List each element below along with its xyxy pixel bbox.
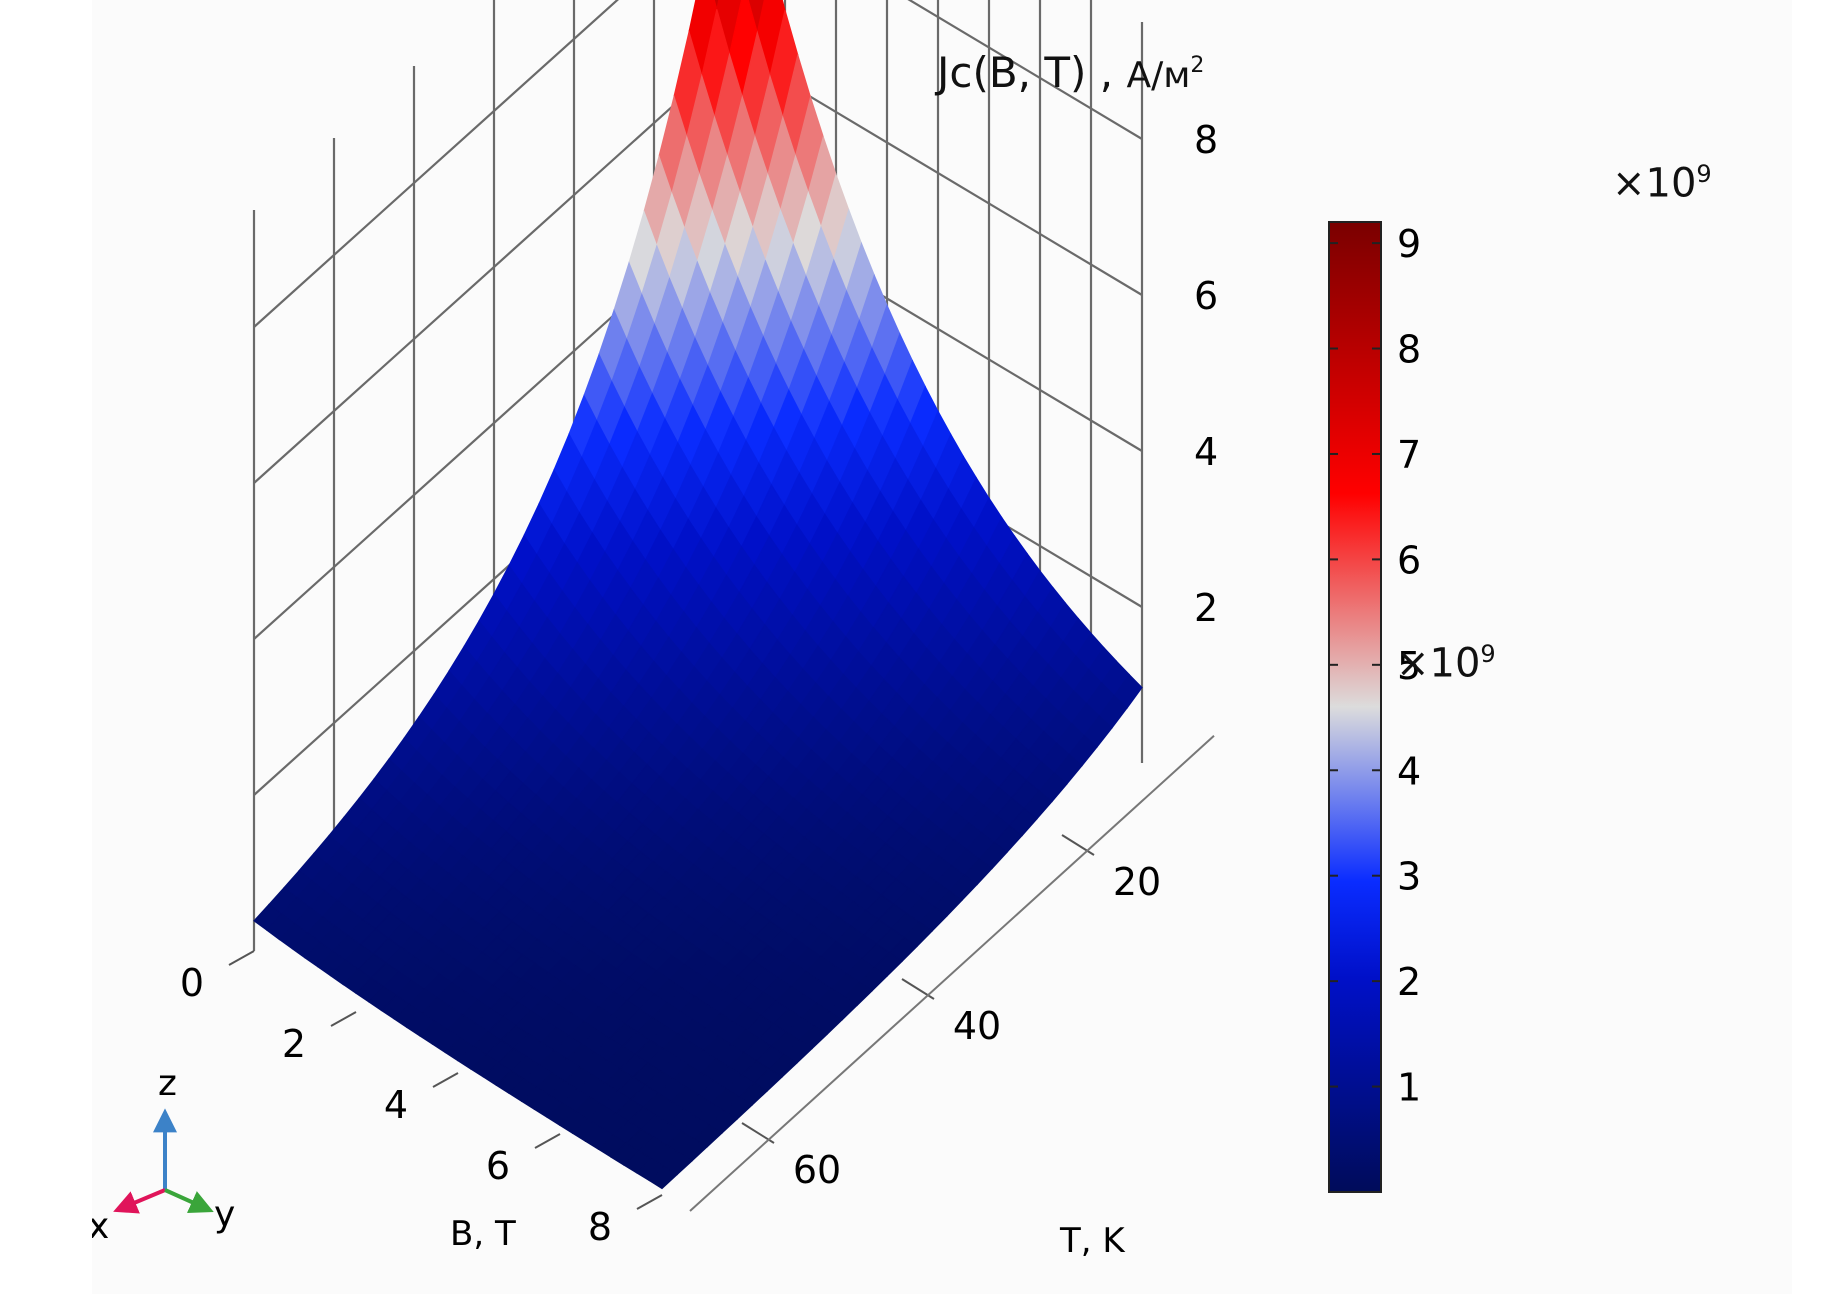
- title-unit-exp: 2: [1190, 53, 1205, 78]
- x-tick-mark: [636, 1194, 663, 1210]
- colorbar-tick-label: 8: [1397, 328, 1421, 372]
- x-axis-label: B, T: [450, 1214, 516, 1254]
- colorbar-tick-label: 2: [1397, 960, 1421, 1004]
- x-tick-mark: [432, 1072, 459, 1088]
- x-tick-mark: [330, 1011, 357, 1027]
- colorbar-tick-label: 9: [1397, 222, 1421, 266]
- x-tick-label: 8: [588, 1205, 612, 1249]
- colorbar-tick-label: 7: [1397, 433, 1421, 477]
- surface-cell: [648, 1166, 678, 1190]
- y-tick-label: 20: [1113, 860, 1161, 904]
- cb-mult-base: ×10: [1612, 160, 1697, 207]
- colorbar-tick-label: 6: [1397, 538, 1421, 582]
- surface-plot: 0 2 4 6 8 20 40 60 2 4 6 8 1 2 3 4 5 6 7 8 9 z x y B, T T, …: [92, 0, 1421, 1261]
- x-tick-label: 2: [282, 1022, 306, 1066]
- colorbar-tick-label: 1: [1397, 1066, 1421, 1110]
- y-axis-label: T, K: [1059, 1221, 1126, 1261]
- z-mult-exp: 9: [1480, 640, 1496, 668]
- title-unit: A/м: [1126, 55, 1191, 96]
- colorbar-tick-label: 4: [1397, 749, 1421, 793]
- y-arrow-icon: [164, 1188, 214, 1214]
- axis-triad: z x y: [92, 1063, 235, 1247]
- triad-z-label: z: [158, 1063, 177, 1104]
- x-tick-mark: [228, 950, 255, 966]
- z-mult-base: ×10: [1396, 640, 1481, 687]
- chart-title: Jc(B, T) , A/м2: [937, 48, 1205, 97]
- x-tick-label: 0: [180, 961, 204, 1005]
- triad-y-label: y: [214, 1194, 235, 1235]
- title-text: Jc(B, T): [937, 48, 1087, 97]
- colorbar-tick-label: 3: [1397, 855, 1421, 899]
- y-tick-label: 60: [793, 1148, 841, 1192]
- surface-mesh: [253, 0, 1143, 1190]
- y-tick-mark: [901, 978, 935, 1000]
- x-tick-label: 6: [486, 1144, 510, 1188]
- y-tick-label: 40: [953, 1004, 1001, 1048]
- tick-labels: 0 2 4 6 8 20 40 60 2 4 6 8: [180, 118, 1218, 1249]
- floor-ticks: [228, 735, 1215, 1212]
- y-tick-mark: [1061, 834, 1095, 856]
- plot-area: 0 2 4 6 8 20 40 60 2 4 6 8 1 2 3 4 5 6 7 8 9 z x y B, T T, …: [92, 0, 1792, 1294]
- z-tick-label: 8: [1194, 118, 1218, 162]
- z-tick-label: 4: [1194, 430, 1218, 474]
- colorbar: 1 2 3 4 5 6 7 8 9: [1328, 221, 1421, 1193]
- triad-x-label: x: [92, 1206, 109, 1247]
- colorbar-tick-label: 5: [1397, 644, 1421, 688]
- colorbar-multiplier: ×109: [1612, 160, 1712, 206]
- z-axis-multiplier: ×109: [1396, 640, 1496, 686]
- z-tick-label: 2: [1194, 586, 1218, 630]
- cb-mult-exp: 9: [1696, 160, 1712, 188]
- colorbar-gradient: [1328, 221, 1382, 1193]
- z-tick-label: 6: [1194, 274, 1218, 318]
- x-arrow-icon: [113, 1188, 166, 1214]
- x-tick-label: 4: [384, 1083, 408, 1127]
- x-tick-mark: [534, 1133, 561, 1149]
- floor-edge-line: [689, 735, 1215, 1212]
